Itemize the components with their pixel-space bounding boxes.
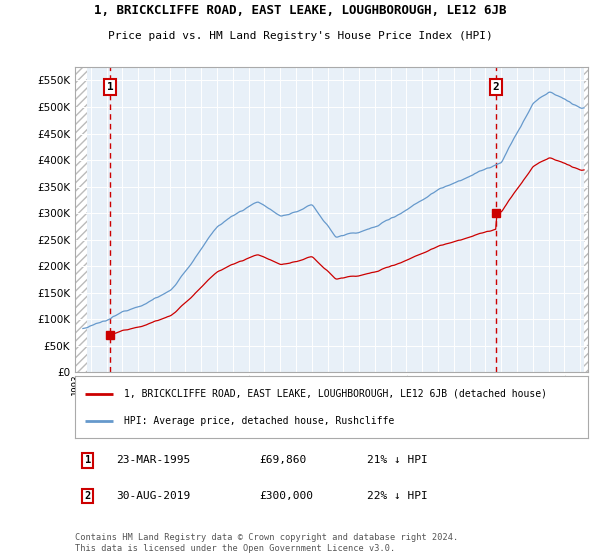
Text: 23-MAR-1995: 23-MAR-1995: [116, 455, 190, 465]
Text: 2: 2: [493, 82, 499, 92]
Text: 2: 2: [85, 491, 91, 501]
Text: 1, BRICKCLIFFE ROAD, EAST LEAKE, LOUGHBOROUGH, LE12 6JB: 1, BRICKCLIFFE ROAD, EAST LEAKE, LOUGHBO…: [94, 4, 506, 17]
Text: 22% ↓ HPI: 22% ↓ HPI: [367, 491, 428, 501]
Text: HPI: Average price, detached house, Rushcliffe: HPI: Average price, detached house, Rush…: [124, 416, 394, 426]
Bar: [75, 67, 87, 372]
Text: £69,860: £69,860: [260, 455, 307, 465]
Text: 1: 1: [107, 82, 113, 92]
Text: Price paid vs. HM Land Registry's House Price Index (HPI): Price paid vs. HM Land Registry's House …: [107, 31, 493, 41]
Text: 21% ↓ HPI: 21% ↓ HPI: [367, 455, 428, 465]
Text: 1, BRICKCLIFFE ROAD, EAST LEAKE, LOUGHBOROUGH, LE12 6JB (detached house): 1, BRICKCLIFFE ROAD, EAST LEAKE, LOUGHBO…: [124, 389, 547, 399]
Bar: [584, 67, 588, 372]
Text: 1: 1: [85, 455, 91, 465]
Text: 30-AUG-2019: 30-AUG-2019: [116, 491, 190, 501]
Text: £300,000: £300,000: [260, 491, 314, 501]
Text: Contains HM Land Registry data © Crown copyright and database right 2024.
This d: Contains HM Land Registry data © Crown c…: [75, 533, 458, 553]
